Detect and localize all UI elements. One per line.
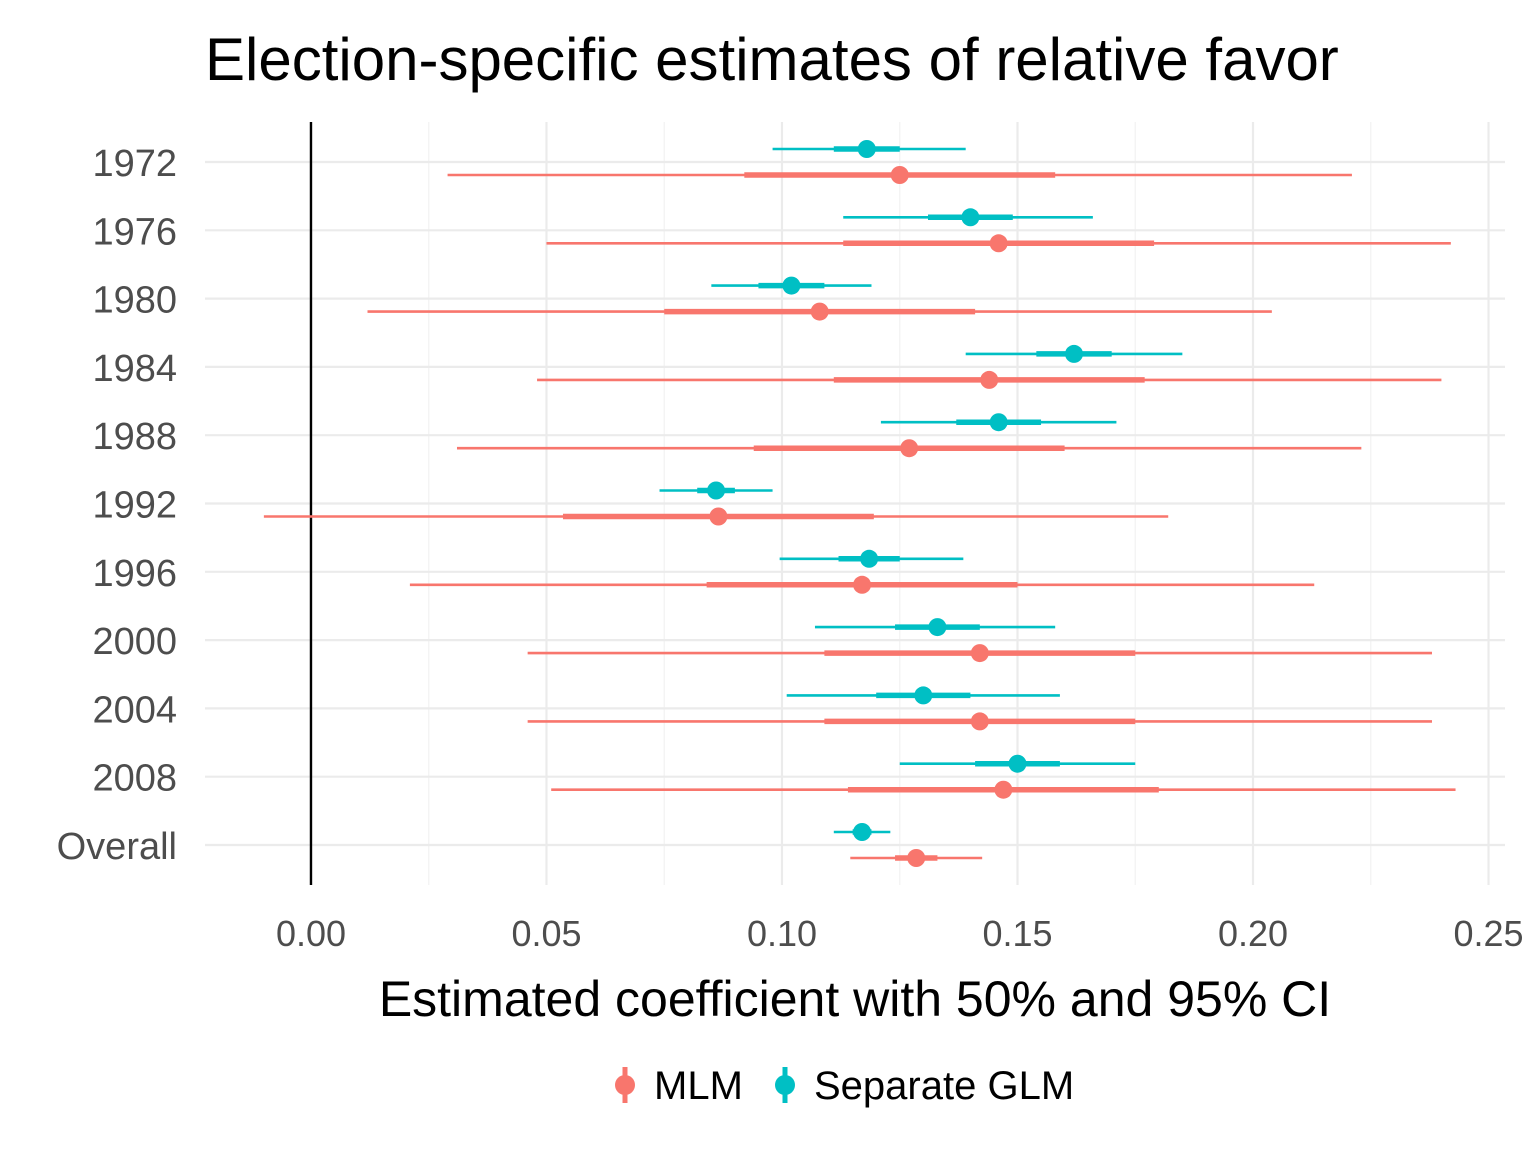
y-tick-label: 1996 <box>92 553 177 595</box>
x-tick-label: 0.15 <box>982 913 1052 954</box>
chart-title: Election-specific estimates of relative … <box>205 26 1339 93</box>
y-tick-label: 2008 <box>92 758 177 800</box>
mlm-point-1992 <box>709 507 728 526</box>
data-layer <box>263 140 1456 867</box>
series-separate-glm <box>659 140 1183 841</box>
x-tick-label: 0.20 <box>1218 913 1288 954</box>
x-axis-label: Estimated coefficient with 50% and 95% C… <box>379 971 1331 1027</box>
separate-glm-point-1980 <box>782 276 801 295</box>
mlm-point-1988 <box>900 439 919 458</box>
y-tick-label: 2000 <box>92 621 177 663</box>
y-tick-label: 1972 <box>92 143 177 185</box>
mlm-point-2008 <box>994 780 1013 799</box>
legend-label-mlm: MLM <box>654 1064 743 1108</box>
mlm-point-2000 <box>970 644 989 663</box>
y-tick-label: 1992 <box>92 485 177 527</box>
separate-glm-point-1992 <box>707 481 726 500</box>
x-tick-label: 0.25 <box>1453 913 1523 954</box>
separate-glm-point-2008 <box>1008 754 1027 773</box>
separate-glm-point-2004 <box>914 686 933 705</box>
separate-glm-point-2000 <box>928 618 947 637</box>
y-tick-label: Overall <box>57 826 177 868</box>
separate-glm-point-1984 <box>1065 344 1084 363</box>
legend-key-separate-glm-point <box>775 1075 795 1095</box>
separate-glm-point-1988 <box>989 413 1008 432</box>
legend-label-separate-glm: Separate GLM <box>814 1064 1074 1108</box>
mlm-point-1996 <box>853 575 872 594</box>
x-tick-label: 0.10 <box>747 913 817 954</box>
y-tick-label: 1976 <box>92 211 177 253</box>
y-axis-ticks: 1972 1976 1980 1984 1988 1992 1996 2000 2004 2008… <box>57 143 177 868</box>
legend: MLM Separate GLM <box>615 1064 1074 1108</box>
separate-glm-point-1972 <box>857 140 876 158</box>
x-tick-label: 0.05 <box>511 913 581 954</box>
separate-glm-point-overall <box>853 823 872 841</box>
x-axis-ticks: 0.00 0.05 0.10 0.15 0.20 0.25 <box>276 913 1524 954</box>
separate-glm-point-1976 <box>961 208 980 227</box>
series-mlm <box>263 166 1456 867</box>
separate-glm-point-1996 <box>860 549 879 568</box>
mlm-point-1972 <box>890 166 909 184</box>
y-tick-label: 1980 <box>92 280 177 322</box>
x-tick-label: 0.00 <box>276 913 346 954</box>
y-tick-label: 1988 <box>92 416 177 458</box>
mlm-point-1984 <box>980 370 999 389</box>
mlm-point-1976 <box>989 234 1008 253</box>
y-tick-label: 1984 <box>92 348 177 390</box>
legend-key-mlm-point <box>615 1075 635 1095</box>
grid-layer <box>205 122 1505 885</box>
mlm-point-1980 <box>810 302 829 321</box>
mlm-point-2004 <box>970 712 989 731</box>
mlm-point-overall <box>907 849 926 867</box>
y-tick-label: 2004 <box>92 689 177 731</box>
